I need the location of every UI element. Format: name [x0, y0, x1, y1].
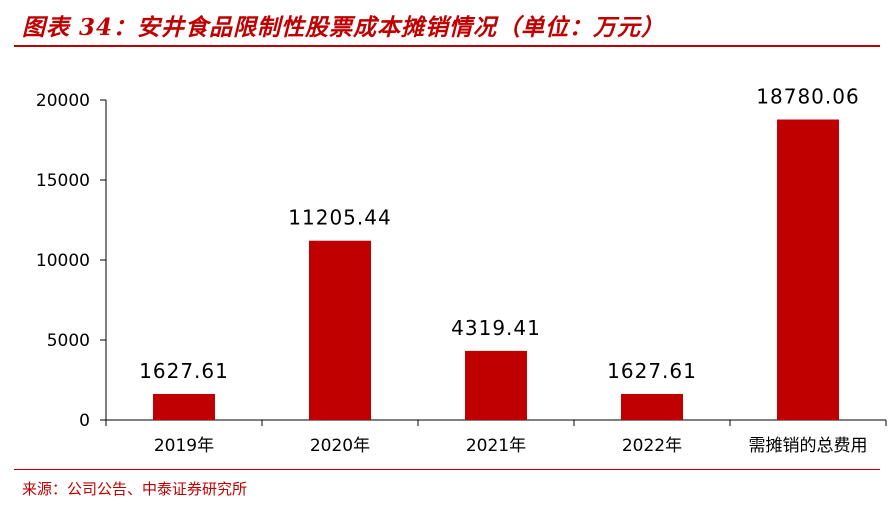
bar-value-label: 1627.61 [607, 359, 697, 383]
bar-value-label: 1627.61 [139, 359, 229, 383]
x-category-label: 2019年 [154, 436, 214, 456]
title-divider [14, 45, 880, 47]
bar [621, 393, 683, 420]
y-tick-label: 15000 [36, 171, 90, 191]
title-bar: 图表 34：安井食品限制性股票成本摊销情况（单位：万元） [0, 0, 892, 47]
chart-area: 0 5000 10000 15000 20000 2019年 2020年 2021年 2022… [0, 48, 892, 468]
bar-chart: 0 5000 10000 15000 20000 2019年 2020年 2021年 2022… [36, 85, 887, 456]
bar-value-label: 18780.06 [756, 85, 859, 109]
bar [777, 119, 839, 420]
x-category-label: 需摊销的总费用 [749, 436, 868, 456]
y-tick-label: 0 [79, 411, 90, 431]
x-category-label: 2022年 [622, 436, 682, 456]
y-tick-label: 5000 [47, 331, 90, 351]
bar [465, 350, 527, 420]
chart-title: 图表 34：安井食品限制性股票成本摊销情况（单位：万元） [22, 14, 666, 41]
source-note: 来源：公司公告、中泰证券研究所 [22, 480, 248, 498]
bar-value-label: 4319.41 [451, 316, 541, 340]
x-category-label: 2021年 [466, 436, 526, 456]
bars [153, 119, 839, 420]
bar-value-label: 11205.44 [288, 206, 391, 230]
data-labels: 1627.61 11205.44 4319.41 1627.61 18780.06 [139, 85, 859, 383]
footer-divider [14, 469, 880, 470]
y-tick-label: 10000 [36, 251, 90, 271]
y-tick-label: 20000 [36, 91, 90, 111]
x-axis: 2019年 2020年 2021年 2022年 需摊销的总费用 [105, 419, 887, 456]
bar [153, 393, 215, 420]
x-category-label: 2020年 [310, 436, 370, 456]
bar [309, 240, 371, 420]
y-axis: 0 5000 10000 15000 20000 [36, 91, 107, 431]
